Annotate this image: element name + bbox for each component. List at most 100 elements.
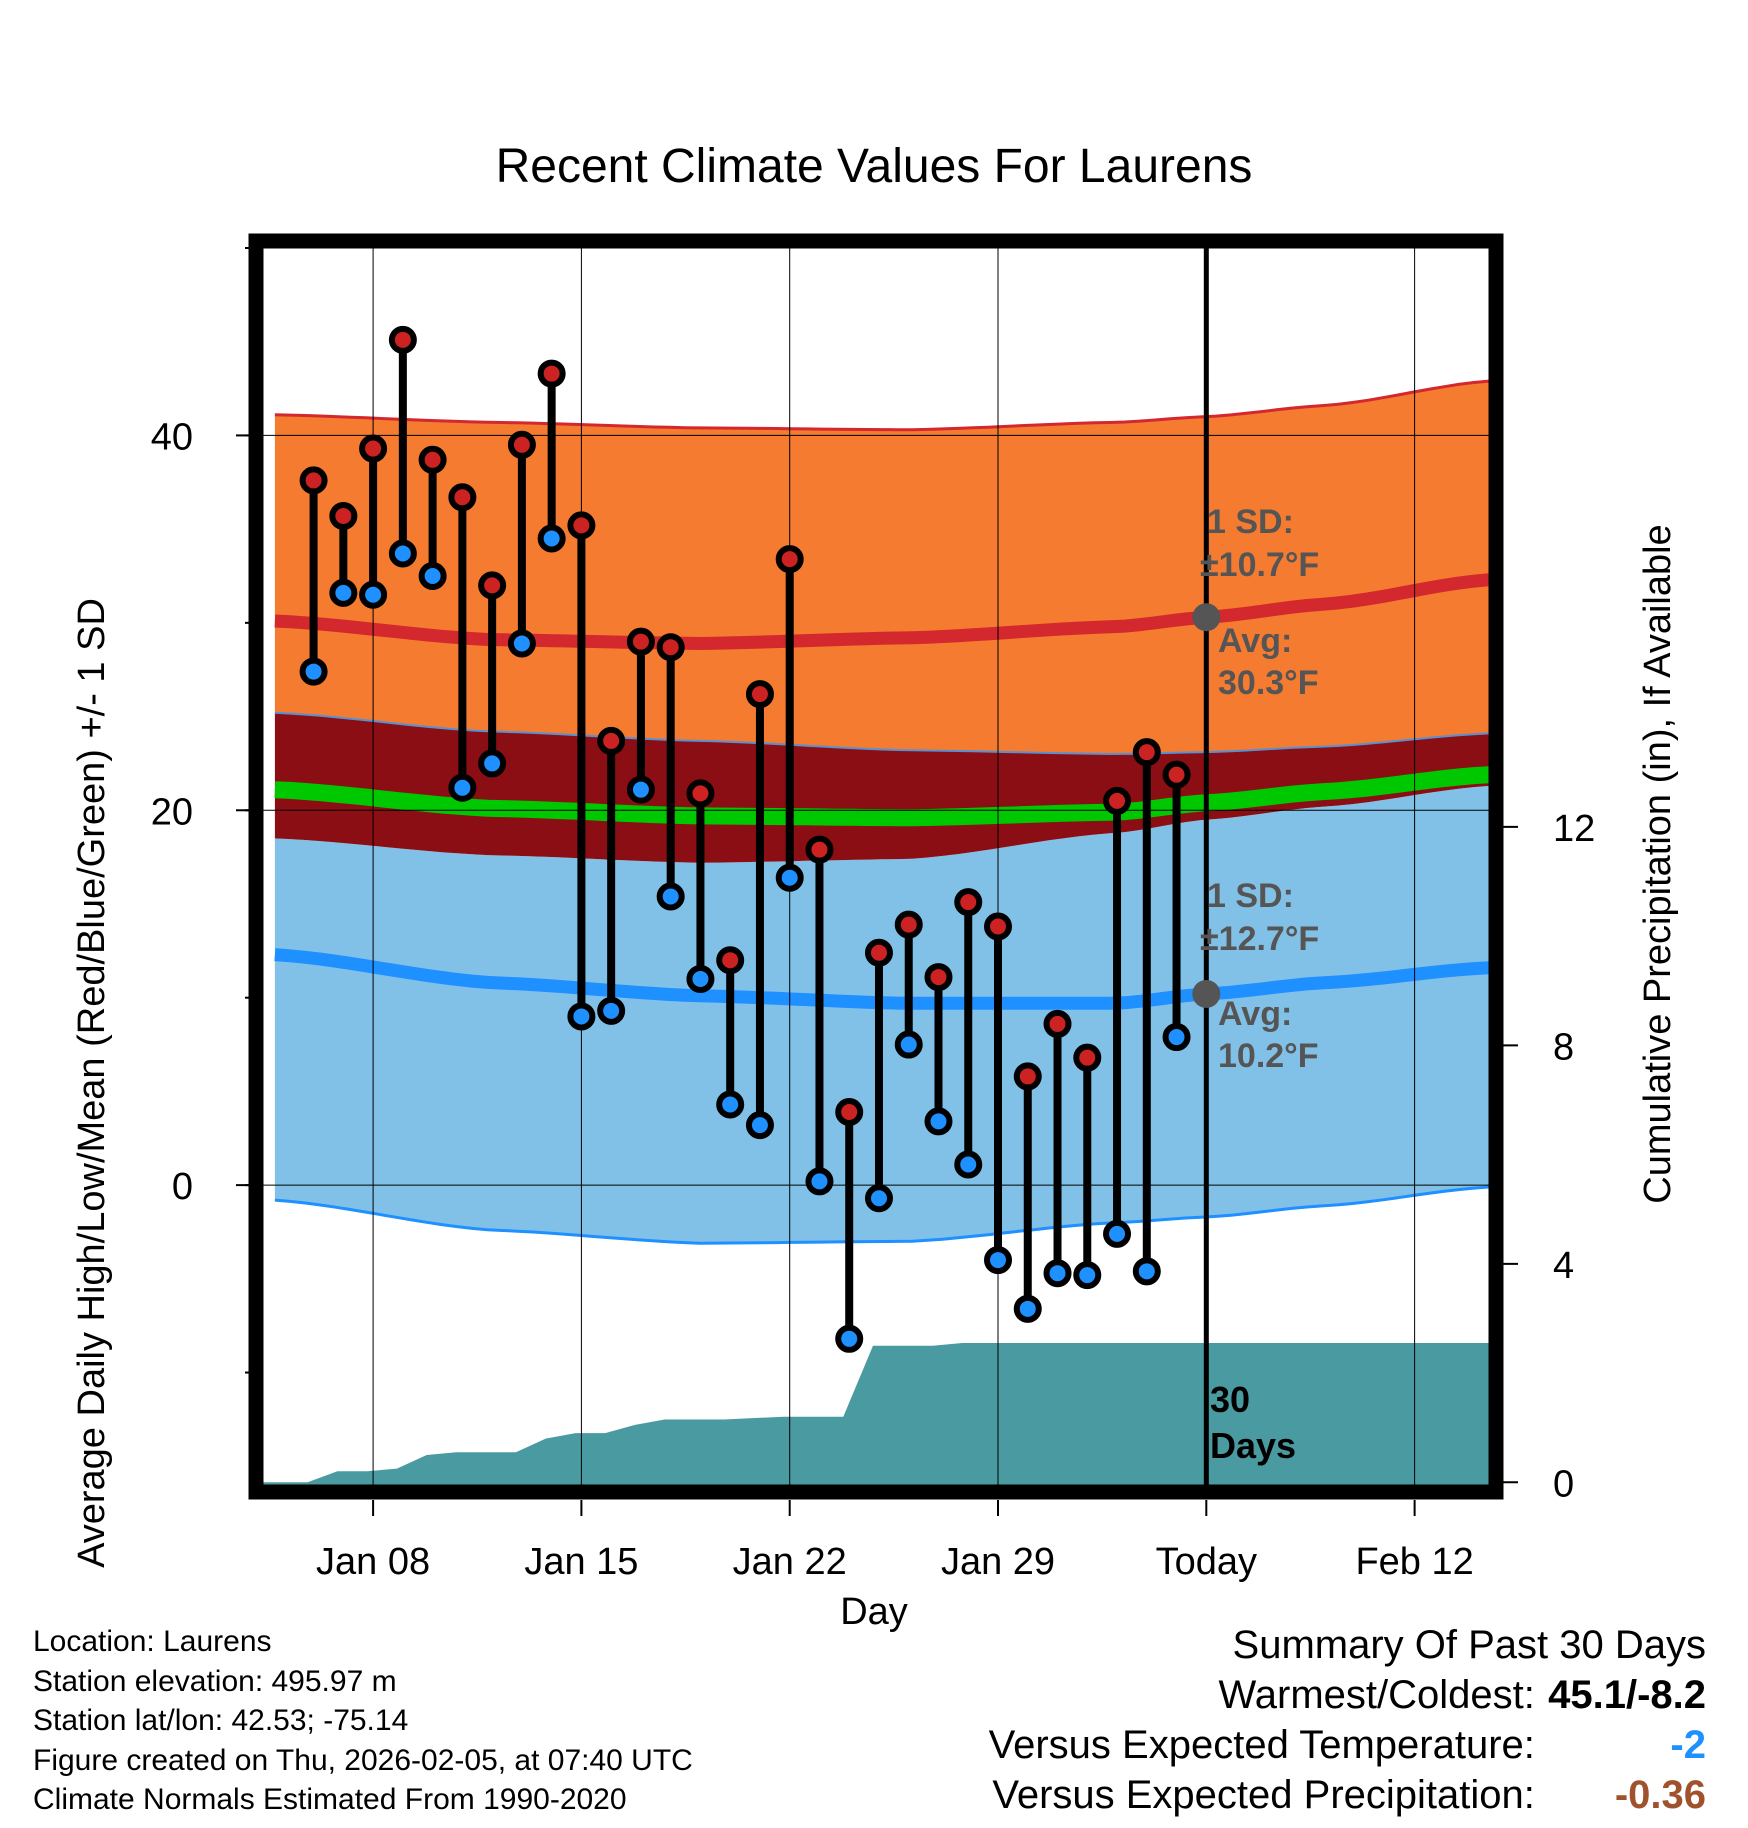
x-tick-label: Today [1156,1541,1257,1583]
normals-text: Climate Normals Estimated From 1990-2020 [33,1783,627,1816]
y-axis-label: Average Daily High/Low/Mean (Red/Blue/Gr… [71,598,113,1568]
temp-value: -2 [1670,1723,1706,1767]
daily-low-point [448,773,477,802]
daily-low-point [388,539,417,568]
location-text: Location: Laurens [33,1625,272,1658]
y-tick-label: 40 [151,416,193,458]
daily-low-point [1043,1259,1072,1288]
daily-high-point [686,779,715,808]
daily-high-point [716,946,745,975]
daily-high-point [478,571,507,600]
daily-high-point [1162,760,1191,789]
latlon-text: Station lat/lon: 42.53; -75.14 [33,1704,409,1737]
warm-cold-label: Warmest/Coldest: [1218,1673,1535,1717]
daily-low-point [299,657,328,686]
daily-low-point [835,1324,864,1353]
daily-low-point [745,1111,774,1140]
temperature-marks [299,325,1191,1353]
daily-high-point [537,359,566,388]
daily-low-point [418,561,447,590]
daily-low-point [626,775,655,804]
daily-low-point [716,1090,745,1119]
daily-low-point [1132,1257,1161,1286]
daily-low-point [805,1167,834,1196]
high-avg-value: 30.3°F [1218,664,1319,702]
low-avg-value: 10.2°F [1218,1037,1319,1075]
daily-high-point [597,726,626,755]
low-sd-value: ±12.7°F [1200,920,1319,958]
elevation-text: Station elevation: 495.97 m [33,1664,397,1698]
daily-low-point [864,1184,893,1213]
x-tick-label: Jan 29 [941,1541,1055,1583]
daily-low-point [567,1002,596,1031]
daily-high-point [507,430,536,459]
high-upper-sd-line [274,379,1489,432]
daily-high-point [805,835,834,864]
daily-low-point [1073,1261,1102,1290]
daily-high-point [1013,1062,1042,1091]
plot-border [248,233,1504,1500]
daily-high-point [954,888,983,917]
precip-area [263,1343,1489,1485]
daily-low-point [894,1030,923,1059]
daily-low-point [1013,1294,1042,1323]
x-tick-label: Jan 08 [316,1541,430,1583]
low-lower-sd-line [274,1185,1489,1245]
summary-warm-cold: Warmest/Coldest: 45.1/-8.2 [989,1670,1707,1720]
high-lower-sd-line [274,711,1489,756]
daily-high-point [359,434,388,463]
daily-low-point [686,964,715,993]
grid [263,248,1489,1485]
high-avg-label: Avg: [1218,622,1292,660]
daily-low-point [656,882,685,911]
high-normal-annotation: 1 SD: ±10.7°F Avg: 30.3°F [1200,503,1319,702]
daily-high-point [388,325,417,354]
station-info: Location: Laurens Station elevation: 495… [33,1622,693,1820]
plot-frame [248,233,1504,1500]
warm-cold-value: 45.1/-8.2 [1548,1673,1706,1717]
normal-mean-line [274,766,1489,827]
daily-high-point [984,912,1013,941]
today-normal-marker [1192,979,1221,1008]
daily-high-point [567,511,596,540]
low-sd-label: 1 SD: [1207,877,1294,915]
today-normal-marker [1192,603,1221,632]
y-tick-label: 0 [172,1166,193,1208]
daily-high-point [924,963,953,992]
high-sd-label: 1 SD: [1207,503,1294,541]
x-tick-label: Feb 12 [1355,1541,1473,1583]
y2-tick-label: 0 [1553,1463,1574,1505]
low-avg-label: Avg: [1218,995,1292,1033]
daily-low-point [478,749,507,778]
y2-tick-label: 12 [1553,808,1595,850]
y2-axis-label: Cumulative Precipitation (in), If Availa… [1637,524,1679,1203]
summary-precip: Versus Expected Precipitation: -0.36 [989,1770,1706,1820]
created-text: Figure created on Thu, 2026-02-05, at 07… [33,1743,693,1777]
normal-high-line [274,573,1489,651]
temp-label: Versus Expected Temperature: [988,1723,1535,1767]
daily-high-point [894,910,923,939]
daily-high-point [299,466,328,495]
high-sd-value: ±10.7°F [1200,546,1319,584]
period-days-number: 30 [1210,1379,1250,1420]
daily-low-point [329,578,358,607]
daily-high-point [1043,1009,1072,1038]
daily-high-point [745,680,774,709]
daily-high-point [1073,1043,1102,1072]
daily-high-point [626,627,655,656]
precip-value: -0.36 [1614,1773,1706,1817]
summary-panel: Summary Of Past 30 Days Warmest/Coldest:… [989,1620,1706,1820]
daily-low-point [954,1150,983,1179]
axes: 0 20 40 0 4 8 12 Jan 08 Jan 15 Jan 22 Jan 29 Today F… [151,247,1595,1583]
daily-low-point [359,580,388,609]
x-tick-label: Jan 22 [733,1541,847,1583]
chart-title: Recent Climate Values For Laurens [496,140,1253,193]
x-tick-label: Jan 15 [524,1541,638,1583]
daily-low-point [597,996,626,1025]
period-days-label: Days [1210,1425,1296,1466]
x-axis-label: Day [840,1591,908,1633]
plot-area [263,248,1489,1485]
daily-low-point [1162,1023,1191,1052]
daily-high-point [864,938,893,967]
